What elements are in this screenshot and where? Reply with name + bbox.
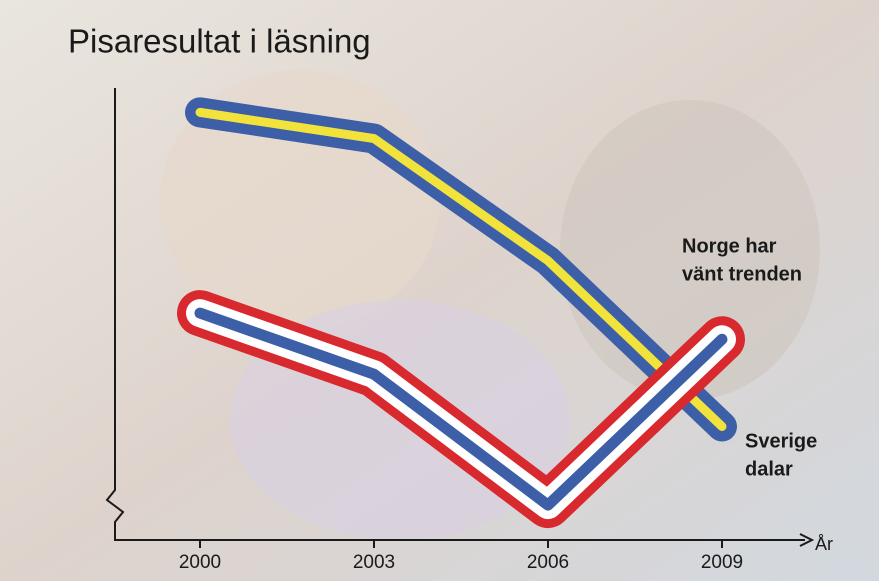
x-tick-label: 2009 bbox=[701, 552, 743, 573]
annotation: Sverige bbox=[745, 430, 817, 452]
x-axis-label: År bbox=[815, 534, 833, 554]
chart-title: Pisaresultat i läsning bbox=[68, 23, 371, 60]
chart: Pisaresultat i läsning År 2000 2003 2006 20… bbox=[0, 0, 879, 581]
x-tick-label: 2003 bbox=[353, 552, 395, 573]
annotation: vänt trenden bbox=[682, 263, 802, 285]
annotation: dalar bbox=[745, 458, 793, 480]
annotation: Norge har bbox=[682, 235, 777, 257]
x-tick-label: 2000 bbox=[179, 552, 221, 573]
x-tick-label: 2006 bbox=[527, 552, 569, 573]
